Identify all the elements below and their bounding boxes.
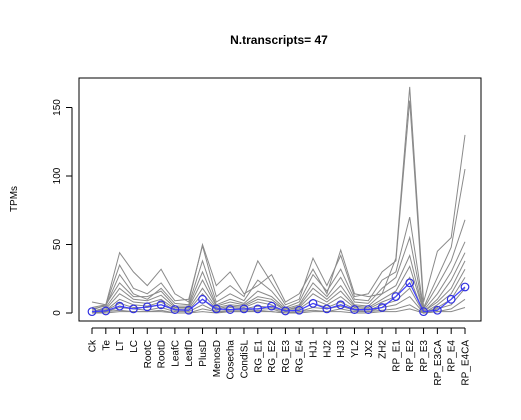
mean-point: [350, 305, 359, 314]
mean-point: [198, 294, 207, 304]
series-line-3: [91, 235, 466, 312]
mean-point: [142, 302, 152, 312]
x-tick-label: HJ2: [322, 340, 333, 358]
x-tick-label: Ck: [88, 339, 99, 352]
x-tick-label: Cosecha: [226, 340, 237, 380]
mean-point: [446, 294, 456, 304]
x-tick-label: YL2: [350, 340, 361, 358]
y-axis-label: TPMs: [9, 186, 20, 212]
x-tick-label: RP_E3CA: [433, 340, 444, 386]
mean-point: [253, 304, 263, 314]
x-tick-label: RG_E2: [267, 340, 278, 373]
mean-point: [225, 305, 235, 314]
x-tick-label: RP_E1: [391, 340, 402, 372]
mean-point: [184, 305, 194, 315]
mean-point: [419, 307, 428, 317]
x-tick-label: RP_E4: [447, 340, 458, 372]
mean-point: [460, 282, 470, 292]
mean-point: [405, 278, 415, 288]
x-tick-label: LT: [115, 340, 126, 351]
mean-point: [267, 301, 276, 311]
series-line-4: [91, 252, 466, 313]
mean-point: [281, 306, 290, 316]
x-tick-label: HJ1: [309, 340, 320, 358]
mean-point: [322, 304, 332, 314]
series-line-0: [91, 86, 466, 306]
chart-title: N.transcripts= 47: [230, 33, 328, 47]
x-tick-label: ZH2: [378, 340, 389, 359]
mean-point: [294, 305, 304, 315]
x-tick-label: LeafC: [170, 340, 181, 367]
mean-point: [211, 304, 221, 314]
x-tick-label: RP_E2: [405, 340, 416, 372]
mean-point: [363, 305, 373, 314]
series-line-2: [91, 216, 466, 311]
mean-point: [239, 304, 249, 314]
mean-point: [87, 307, 97, 317]
x-tick-label: HJ3: [336, 340, 347, 358]
mean-point: [432, 305, 442, 315]
x-tick-label: LC: [129, 340, 140, 353]
plot-frame: [78, 77, 482, 322]
mean-point: [308, 299, 318, 308]
y-tick-label: 100: [52, 167, 63, 184]
y-tick-label: 0: [52, 310, 63, 316]
mean-point: [115, 301, 125, 311]
y-axis: 0 50 100 150: [52, 99, 73, 316]
mean-layer: [87, 278, 470, 317]
x-axis: Ck Te LT LC RootC RootD LeafC LeafD PlusD MenosD C…: [88, 327, 472, 386]
mean-point: [336, 300, 346, 310]
x-tick-label: RG_E4: [295, 340, 306, 373]
x-tick-label: RG_E3: [281, 340, 292, 373]
x-tick-label: MenosD: [212, 340, 223, 377]
series-line-10: [92, 307, 466, 314]
x-tick-label: RootC: [143, 340, 154, 368]
x-tick-label: RP_E3: [419, 340, 430, 372]
mean-point: [129, 304, 138, 314]
series-line-8: [91, 287, 466, 314]
mean-point: [170, 305, 180, 314]
x-tick-label: CondiSL: [239, 340, 250, 379]
x-tick-label: LeafD: [184, 340, 195, 367]
mean-point: [156, 300, 166, 310]
y-tick-label: 50: [52, 239, 63, 251]
series-line-1: [91, 100, 466, 308]
mean-point: [391, 292, 401, 301]
x-tick-label: PlusD: [198, 340, 209, 367]
series-layer: [91, 86, 466, 314]
x-tick-label: RG_E1: [253, 340, 264, 373]
x-tick-label: RP_E4CA: [461, 340, 472, 386]
y-tick-label: 150: [52, 99, 63, 116]
x-tick-label: JX2: [364, 340, 375, 358]
mean-line: [91, 281, 466, 313]
mean-point: [101, 306, 111, 316]
x-tick-label: Te: [101, 340, 112, 351]
mean-point: [377, 303, 387, 312]
series-line-5: [91, 260, 466, 313]
x-tick-label: RootD: [157, 340, 168, 368]
